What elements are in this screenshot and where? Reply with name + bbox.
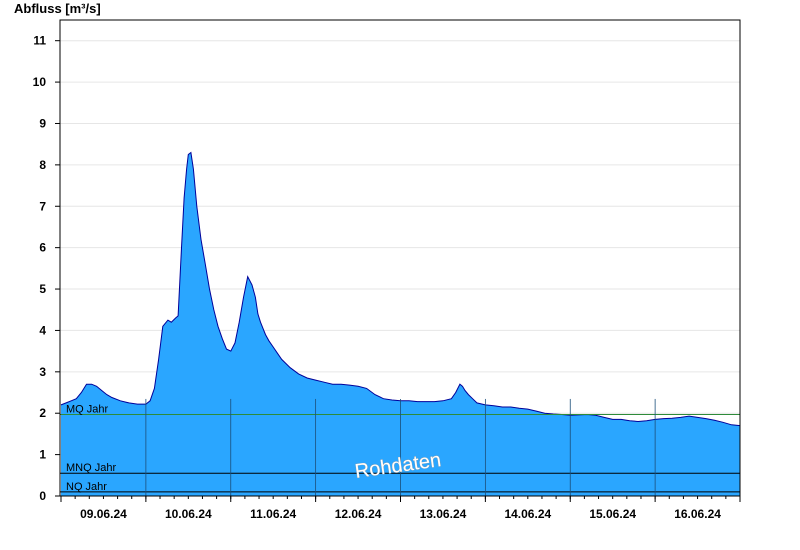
x-tick-label: 14.06.24 [504, 507, 551, 521]
y-tick-label: 7 [39, 199, 46, 213]
reference-lines: MQ Jahr MNQ Jahr NQ Jahr [60, 403, 740, 493]
x-tick-label: 16.06.24 [674, 507, 721, 521]
x-tick-label: 10.06.24 [165, 507, 212, 521]
reference-line-label: MNQ Jahr [66, 462, 116, 474]
x-axis: 09.06.24 10.06.24 11.06.24 12.06.24 13.06.24… [60, 495, 741, 521]
y-tick-label: 9 [39, 116, 46, 130]
y-tick-label: 8 [39, 158, 46, 172]
y-tick-label: 10 [33, 75, 47, 89]
y-axis: 0 1 2 3 4 5 6 7 8 9 10 11 [33, 34, 60, 503]
x-tick-label: 13.06.24 [420, 507, 467, 521]
reference-line-label: NQ Jahr [66, 481, 107, 493]
x-tick-label: 09.06.24 [80, 507, 127, 521]
x-tick-label: 15.06.24 [589, 507, 636, 521]
y-tick-label: 11 [33, 34, 46, 48]
y-tick-label: 5 [39, 282, 46, 296]
x-tick-label: 11.06.24 [250, 507, 296, 521]
x-tick-label: 12.06.24 [335, 507, 382, 521]
y-tick-label: 0 [39, 489, 46, 503]
y-tick-label: 3 [39, 365, 46, 379]
reference-line-label: MQ Jahr [66, 403, 109, 415]
y-axis-label: Abfluss [m³/s] [14, 1, 101, 16]
day-separators [145, 398, 656, 496]
y-tick-label: 6 [39, 241, 46, 255]
y-tick-label: 2 [39, 406, 46, 420]
y-tick-label: 1 [39, 448, 46, 462]
y-tick-label: 4 [39, 323, 46, 337]
